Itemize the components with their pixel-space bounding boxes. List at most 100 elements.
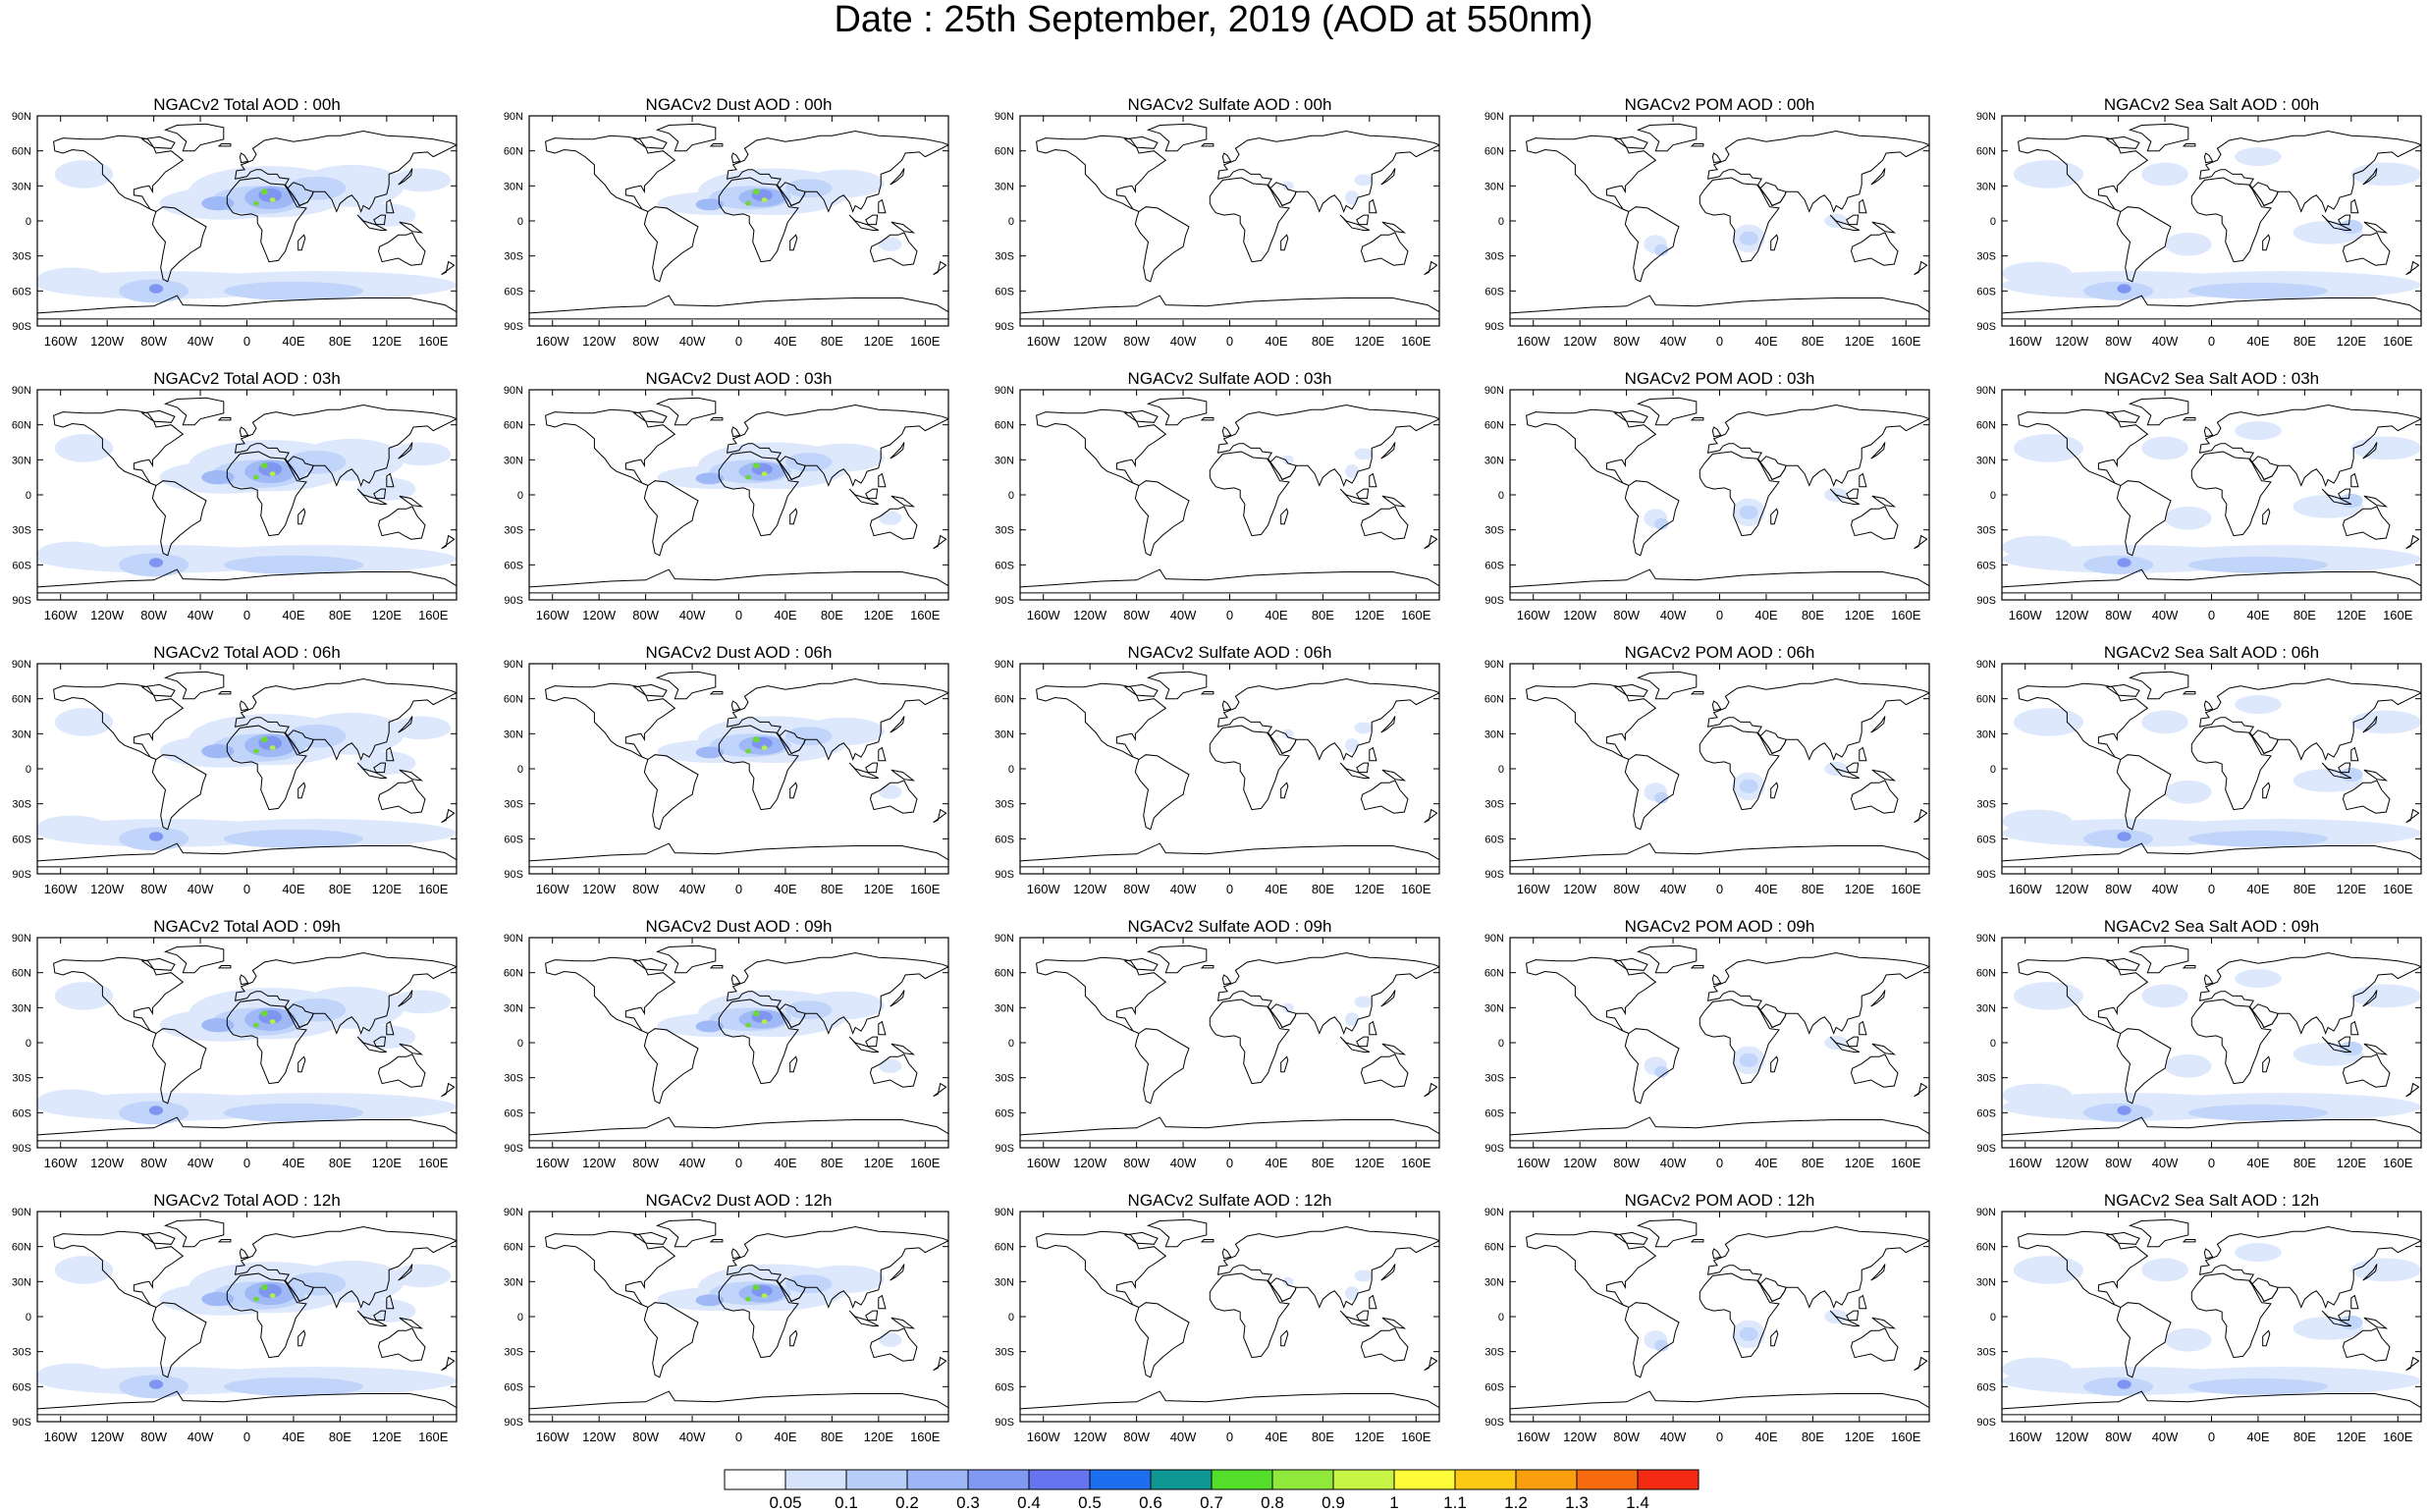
aod-region xyxy=(695,1294,725,1307)
coastline-newzealand xyxy=(1424,1082,1438,1098)
coastline-newguinea xyxy=(1381,495,1407,508)
coastline-arabia xyxy=(287,1003,314,1029)
lat-label: 90N xyxy=(504,659,523,671)
coastline-northAmerica xyxy=(1526,682,1657,760)
coastline-newguinea xyxy=(2363,221,2389,234)
aod-region xyxy=(223,829,364,848)
coastline-uk xyxy=(1221,974,1232,986)
coastline-indonesia xyxy=(2321,1310,2352,1326)
coastline-greenland xyxy=(2128,123,2189,152)
coastline-philippines xyxy=(878,1020,887,1036)
lon-label: 120W xyxy=(90,1156,125,1170)
coastlines xyxy=(529,671,948,868)
lon-label: 40E xyxy=(1265,334,1287,349)
coastline-indonesia xyxy=(1829,1310,1861,1326)
lat-label: 30S xyxy=(1976,1347,1996,1359)
lat-label: 0 xyxy=(1990,1312,1996,1323)
lon-label: 40W xyxy=(2152,1430,2179,1444)
aod-region xyxy=(752,462,760,469)
lon-label: 120W xyxy=(1563,1156,1597,1170)
aod-region xyxy=(148,832,164,841)
coastline-indonesia xyxy=(356,762,388,779)
lon-label: 80E xyxy=(1312,334,1334,349)
aod-region xyxy=(2117,832,2131,841)
aod-region xyxy=(752,1010,760,1017)
aod-field xyxy=(37,390,457,600)
coastline-greenland xyxy=(1146,397,1208,426)
coastline-borneo xyxy=(1846,1036,1860,1048)
coastline-northAmerica xyxy=(1526,956,1657,1034)
coastline-africa xyxy=(1699,177,1780,263)
coastline-madagascar xyxy=(2262,508,2271,525)
coastline-iceland xyxy=(709,143,724,147)
coastline-newzealand xyxy=(933,808,947,824)
coastlines xyxy=(2002,671,2421,868)
aod-region xyxy=(2165,232,2212,256)
lon-label: 80E xyxy=(821,882,843,896)
lat-label: 60N xyxy=(504,146,523,158)
aod-region xyxy=(148,558,164,567)
coastlines xyxy=(1510,123,1929,320)
coastline-philippines xyxy=(1859,1294,1867,1310)
coastline-baffin xyxy=(140,135,176,149)
coastline-philippines xyxy=(1369,1294,1377,1310)
lat-label: 90N xyxy=(1484,111,1504,123)
lat-label: 0 xyxy=(26,764,31,776)
coastline-arabia xyxy=(779,1003,806,1029)
lon-label: 40W xyxy=(188,608,214,622)
coastline-uk xyxy=(239,426,249,438)
coastline-newzealand xyxy=(933,1082,947,1098)
aod-region xyxy=(288,1271,347,1296)
colorbar-label: 1.1 xyxy=(1443,1493,1467,1512)
lat-label: 90N xyxy=(1976,385,1996,397)
coastline-newguinea xyxy=(890,1043,916,1055)
coastline-antarctica xyxy=(1510,295,1929,320)
lon-label: 80E xyxy=(329,608,351,622)
coastline-europeAsia xyxy=(1707,677,1929,761)
aod-region xyxy=(2013,1256,2084,1284)
aod-region xyxy=(392,168,452,192)
coastline-southAmerica xyxy=(1134,754,1190,831)
lat-label: 30S xyxy=(12,1347,31,1359)
coastline-australia xyxy=(377,506,426,540)
coastline-europeAsia xyxy=(727,130,948,213)
lon-label: 120W xyxy=(582,1430,617,1444)
lat-label: 30S xyxy=(995,1073,1014,1085)
coastline-philippines xyxy=(1859,198,1867,214)
lon-label: 80E xyxy=(1802,334,1824,349)
coastline-baffin xyxy=(140,1231,176,1245)
coastline-antarctica xyxy=(37,295,457,320)
lon-label: 80E xyxy=(1312,608,1334,622)
aod-region xyxy=(148,1106,164,1115)
lat-label: 30N xyxy=(1976,181,1996,192)
map-panel: NGACv2 Sea Salt AOD : 09h 90N 60N 30N 0 30S 60… xyxy=(1976,917,2422,1170)
aod-region xyxy=(148,284,164,294)
coastline-arabia xyxy=(2251,1003,2279,1029)
coastline-iceland xyxy=(217,1239,232,1243)
coastline-africa xyxy=(226,451,307,537)
lon-label: 40E xyxy=(774,1156,796,1170)
coastline-japan xyxy=(1380,168,1396,186)
lat-label: 30N xyxy=(12,1276,31,1288)
coastline-africa xyxy=(2190,725,2272,811)
coastline-indonesia xyxy=(356,214,388,231)
aod-region xyxy=(1344,190,1360,205)
coastline-australia xyxy=(2342,780,2391,814)
coastline-greenland xyxy=(1636,397,1698,426)
coastline-madagascar xyxy=(297,1055,306,1073)
lon-label: 40E xyxy=(774,608,796,622)
lon-label: 120W xyxy=(1073,1156,1107,1170)
coastline-europeAsia xyxy=(235,404,457,487)
coastline-indonesia xyxy=(848,1310,880,1326)
coastline-africa xyxy=(1699,999,1780,1085)
coastline-borneo xyxy=(373,214,387,226)
lon-label: 160W xyxy=(1027,1156,1061,1170)
coastline-japan xyxy=(2362,442,2378,459)
lon-label: 160W xyxy=(536,1156,570,1170)
aod-region xyxy=(2350,984,2421,1008)
lon-label: 0 xyxy=(1226,1430,1233,1444)
coastline-northAmerica xyxy=(2018,956,2149,1034)
aod-region xyxy=(37,1089,108,1113)
map-panel: NGACv2 Sea Salt AOD : 03h 90N 60N 30N 0 30S 60… xyxy=(1976,369,2422,622)
aod-region xyxy=(745,200,751,206)
